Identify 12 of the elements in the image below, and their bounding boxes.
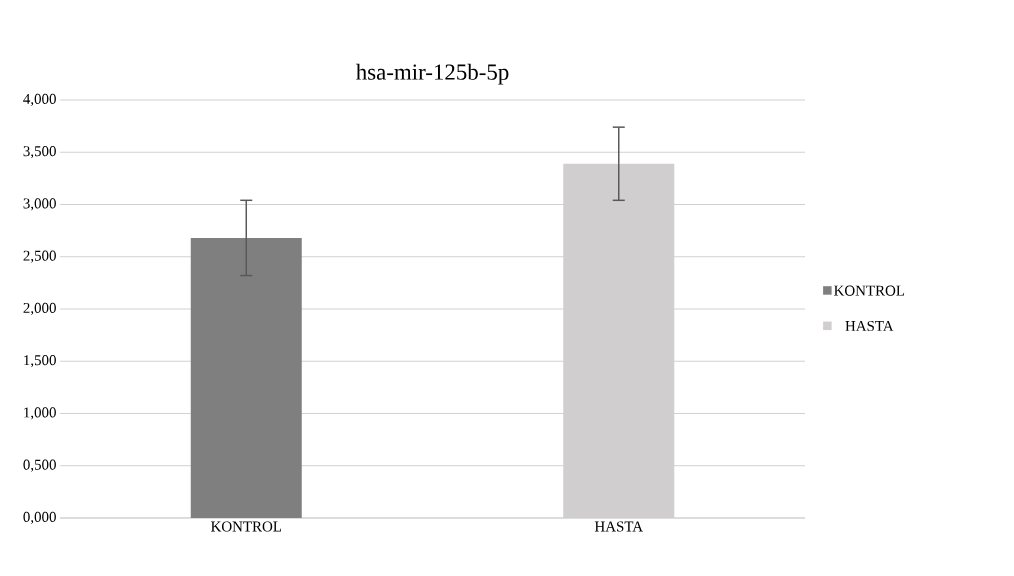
y-tick-label: 3,500 bbox=[23, 146, 56, 159]
y-tick-label: 0,000 bbox=[23, 511, 56, 525]
legend-label: KONTROL bbox=[834, 285, 905, 296]
y-tick-label: 2,000 bbox=[23, 302, 56, 316]
y-tick-label: 0,500 bbox=[23, 459, 56, 472]
y-tick-label: 3,000 bbox=[23, 198, 56, 211]
legend-label: HASTA bbox=[845, 320, 894, 332]
y-tick-label: 1,500 bbox=[24, 355, 56, 368]
y-tick-label: 1,000 bbox=[24, 407, 56, 420]
y-tick-label: 4,000 bbox=[23, 93, 56, 107]
chart-title: hsa-mir-125b-5p bbox=[355, 63, 509, 85]
y-tick-label: 2,500 bbox=[23, 250, 56, 263]
